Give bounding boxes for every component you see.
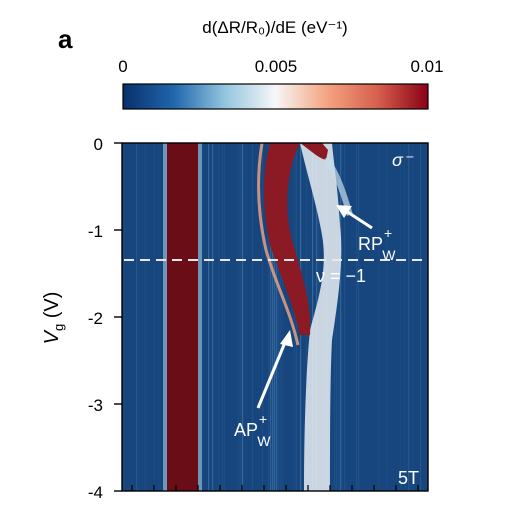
heatmap-streak	[420, 143, 422, 491]
heatmap-streak	[408, 143, 410, 491]
heatmap-streak	[412, 143, 414, 491]
rp-annotation: RP+ W	[336, 205, 396, 263]
heatmap-streak	[224, 143, 226, 491]
y-tick-label-3: -3	[88, 396, 103, 415]
heatmap-streak	[378, 143, 380, 491]
colorbar-tick-labels: 0 0.005 0.01	[118, 57, 443, 76]
ap-branch	[264, 143, 311, 335]
band-edge-right	[198, 143, 202, 491]
heatmap-streak	[336, 143, 338, 491]
x-ticks	[131, 485, 419, 491]
y-axis: 0 -1 -2 -3 -4 Vg (V)	[41, 135, 122, 502]
heatmap-streak	[272, 143, 274, 491]
heatmap-streak	[136, 143, 138, 491]
heatmap-streak	[358, 143, 360, 491]
heatmap-streak	[252, 143, 254, 491]
heatmap-streak	[274, 143, 276, 491]
heatmap-streak	[208, 143, 210, 491]
heatmap-streak	[404, 143, 406, 491]
heatmap-streak	[262, 143, 264, 491]
ap-arrow	[256, 339, 288, 409]
heatmap-streak	[154, 143, 156, 491]
heatmap-streak	[340, 143, 342, 491]
band-edge-left	[163, 143, 167, 491]
heatmap-streak	[218, 143, 220, 491]
field-label: 5T	[398, 468, 419, 488]
heatmap-streak	[278, 143, 280, 491]
colorbar	[122, 83, 429, 110]
y-tick-label-4: -4	[88, 483, 103, 502]
y-axis-label: Vg (V)	[41, 292, 66, 345]
rp-label: RP+ W	[358, 225, 396, 263]
rp-arrow	[345, 209, 373, 230]
vertical-resonance-band	[167, 143, 198, 491]
y-tick-label-2: -2	[88, 309, 103, 328]
heatmap-streak	[338, 143, 340, 491]
heatmap-streak	[138, 143, 140, 491]
heatmap-streak	[282, 143, 284, 491]
heatmap-streak	[268, 143, 270, 491]
colorbar-tick-label-min: 0	[118, 57, 127, 76]
heatmap-streak	[238, 143, 240, 491]
heatmap-streak	[344, 143, 346, 491]
y-tick-label-0: 0	[94, 135, 103, 154]
polarization-label: σ⁻	[392, 150, 414, 170]
heatmap-streak	[356, 143, 358, 491]
ap-annotation: AP+ W	[234, 330, 293, 449]
colorbar-tick-label-mid: 0.005	[255, 57, 298, 76]
heatmap-streak	[400, 143, 402, 491]
heatmap-streak	[222, 143, 224, 491]
heatmap-area	[122, 143, 428, 491]
heatmap-streak	[212, 143, 214, 491]
heatmap-streak	[158, 143, 160, 491]
heatmap-streak	[386, 143, 388, 491]
rp-arrowhead	[336, 205, 352, 218]
heatmap-streak	[240, 143, 242, 491]
ap-branch-halo	[300, 143, 342, 491]
heatmap-streak	[276, 143, 278, 491]
panel-label: a	[58, 24, 73, 54]
heatmap-streak	[124, 143, 126, 491]
heatmap-streak	[410, 143, 412, 491]
rp-branch-top	[300, 143, 328, 160]
heatmap-streak	[242, 143, 244, 491]
heatmap-streak	[270, 143, 272, 491]
ap-label: AP+ W	[234, 411, 271, 449]
heatmap-streak	[312, 143, 314, 491]
colorbar-title: d(ΔR/R₀)/dE (eV⁻¹)	[202, 18, 347, 37]
heatmap-streak	[280, 143, 282, 491]
heatmap-streak	[294, 143, 296, 491]
ap-branch-edge	[257, 143, 300, 346]
filling-factor-label: ν = −1	[316, 266, 366, 286]
heatmap-streak	[144, 143, 146, 491]
ap-arrowhead	[280, 330, 293, 347]
heatmap-streak	[146, 143, 148, 491]
y-tick-label-1: -1	[88, 222, 103, 241]
colorbar-tick-label-max: 0.01	[410, 57, 443, 76]
